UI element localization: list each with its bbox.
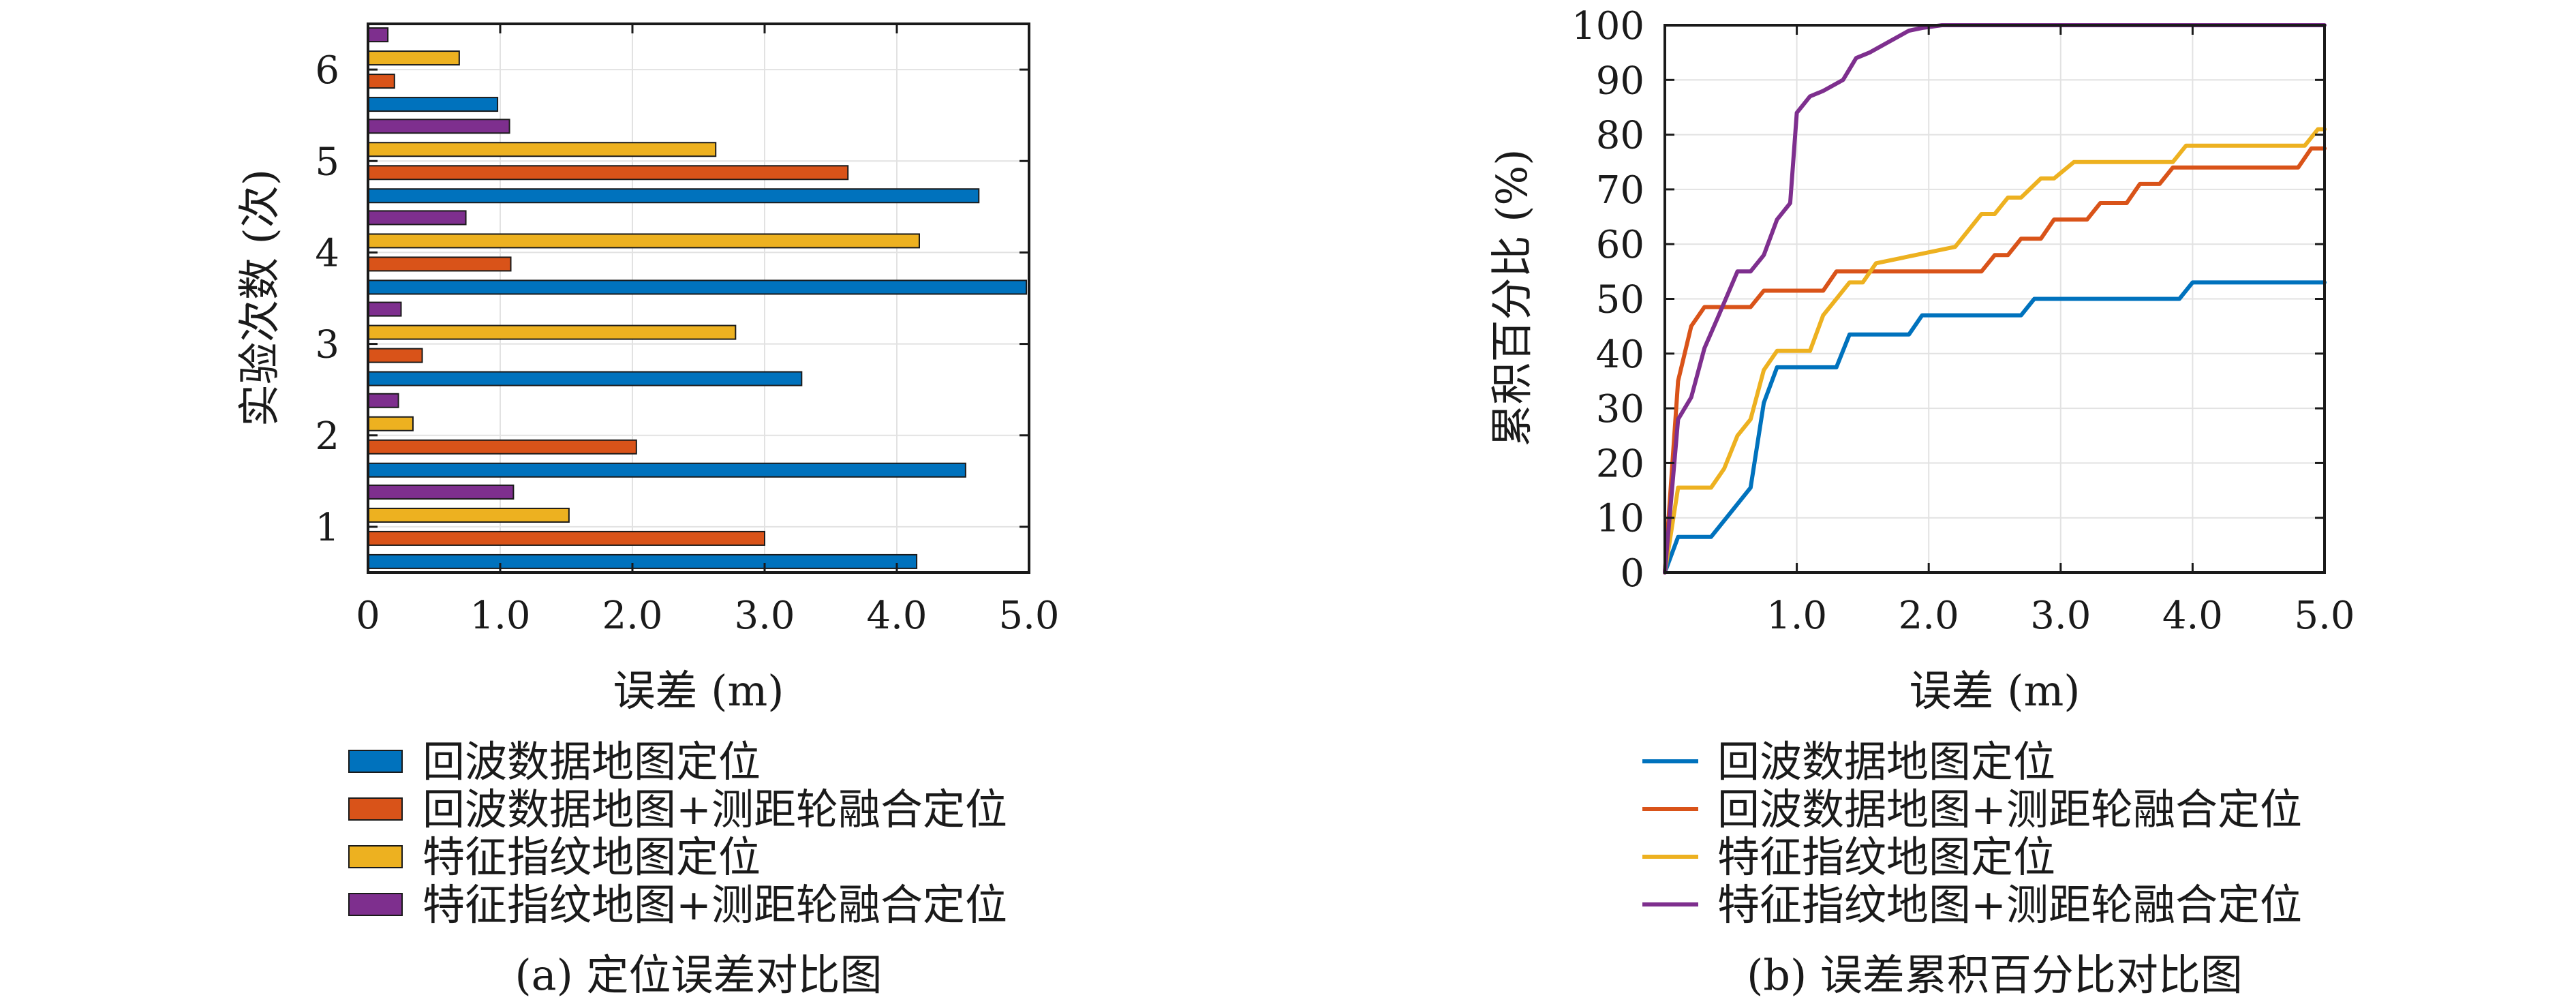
bar-chart-axes-box [367, 22, 1030, 574]
line-series-4 [1663, 23, 2327, 575]
bar-s3-trial-1 [367, 507, 570, 523]
bar-chart-y-tick-label-4: 4 [315, 231, 339, 275]
bar-s1-trial-2 [367, 462, 966, 478]
bar-chart-caption: (a) 定位误差对比图 [515, 950, 882, 1000]
bar-chart-y-tick-label-1: 1 [315, 506, 339, 550]
line-chart-y-tick-label-50: 50 [1596, 278, 1644, 322]
bar-legend-label-3: 特征指纹地图定位 [423, 832, 761, 882]
bar-s1-trial-4 [367, 279, 1028, 295]
line-chart-panel: 1.0 2.0 3.0 4.0 5.0 0 10 20 30 40 50 60 70 80 90 100 误… [1487, 4, 2355, 1000]
bar-chart-grid [367, 24, 1030, 573]
bar-legend-label-1: 回波数据地图定位 [423, 737, 761, 787]
bar-s3-trial-2 [367, 416, 414, 431]
bar-s3-trial-6 [367, 50, 460, 66]
line-legend-label-3: 特征指纹地图定位 [1717, 832, 2055, 882]
bar-s2-trial-5 [367, 165, 849, 181]
line-legend-label-2: 回波数据地图+测距轮融合定位 [1717, 784, 2302, 834]
line-chart-x-tick-label-3-0: 3.0 [2030, 594, 2091, 638]
bar-chart-x-tick-label-4-0: 4.0 [866, 594, 927, 638]
bar-chart-y-tick-label-6: 6 [315, 48, 339, 93]
bar-s2-trial-3 [367, 348, 423, 363]
bar-chart-y-axis-label: 实验次数 (次) [234, 169, 284, 427]
bar-s2-trial-4 [367, 256, 512, 272]
line-chart-y-axis-label: 累积百分比 (%) [1487, 149, 1537, 447]
bar-chart-x-tick-label-2-0: 2.0 [602, 594, 662, 638]
bar-chart-tick-marks [367, 24, 1030, 573]
line-chart-y-tick-label-10: 10 [1596, 497, 1644, 541]
line-chart-lines [1663, 23, 2327, 575]
bar-legend-label-2: 回波数据地图+测距轮融合定位 [423, 784, 1007, 834]
line-chart-x-tick-label-2-0: 2.0 [1899, 594, 1959, 638]
bar-chart-x-tick-label-1-0: 1.0 [470, 594, 530, 638]
line-legend-label-1: 回波数据地图定位 [1717, 737, 2055, 787]
bar-s1-trial-3 [367, 371, 803, 386]
bar-s3-trial-4 [367, 233, 920, 249]
line-chart-y-tick-label-100: 100 [1571, 4, 1644, 48]
bar-s2-trial-1 [367, 530, 765, 546]
bar-chart-x-tick-label-3-0: 3.0 [734, 594, 795, 638]
line-chart-y-tick-label-60: 60 [1596, 223, 1644, 267]
line-chart-y-tick-label-40: 40 [1596, 333, 1644, 377]
line-chart-x-tick-label-4-0: 4.0 [2162, 594, 2223, 638]
line-series-3 [1663, 127, 2327, 575]
line-chart-tick-marks [1665, 24, 2326, 574]
bar-s2-trial-2 [367, 439, 637, 455]
bar-s1-trial-1 [367, 553, 918, 569]
line-chart-x-tick-label-5-0: 5.0 [2294, 594, 2355, 638]
bar-legend-swatch-2 [348, 797, 403, 821]
bar-s4-trial-6 [367, 27, 389, 43]
line-chart-x-tick-labels: 1.0 2.0 3.0 4.0 5.0 [1766, 594, 2355, 638]
line-chart-y-tick-label-0: 0 [1620, 551, 1644, 596]
bar-chart-y-tick-label-3: 3 [315, 323, 339, 367]
line-chart-y-tick-label-30: 30 [1596, 387, 1644, 431]
bar-s1-trial-6 [367, 97, 499, 112]
line-chart-y-tick-label-90: 90 [1596, 59, 1644, 103]
bar-legend-swatch-1 [348, 750, 403, 773]
bar-chart-x-tick-labels: 0 1.0 2.0 3.0 4.0 5.0 [356, 594, 1059, 638]
bar-legend-swatch-3 [348, 845, 403, 868]
bar-legend-swatch-4 [348, 893, 403, 916]
bar-s3-trial-3 [367, 324, 737, 340]
line-chart-y-tick-label-20: 20 [1596, 442, 1644, 486]
bar-s4-trial-3 [367, 301, 402, 317]
line-legend-label-4: 特征指纹地图+测距轮融合定位 [1717, 880, 2302, 930]
bar-chart-y-tick-label-5: 5 [315, 140, 339, 184]
bar-s3-trial-5 [367, 142, 717, 157]
bar-chart-x-axis-label: 误差 (m) [613, 666, 784, 716]
bar-chart-legend: 回波数据地图定位回波数据地图+测距轮融合定位特征指纹地图定位特征指纹地图+测距轮… [348, 737, 1007, 930]
bar-s1-trial-5 [367, 188, 980, 204]
line-chart-x-tick-label-1-0: 1.0 [1766, 594, 1827, 638]
line-chart-legend: 回波数据地图定位回波数据地图+测距轮融合定位特征指纹地图定位特征指纹地图+测距轮… [1642, 737, 2302, 930]
line-chart-caption: (b) 误差累积百分比对比图 [1747, 950, 2243, 1000]
line-chart-y-tick-labels: 0 10 20 30 40 50 60 70 80 90 100 [1571, 4, 1644, 596]
line-chart-y-tick-label-70: 70 [1596, 168, 1644, 213]
line-chart-x-axis-label: 误差 (m) [1910, 666, 2081, 716]
line-series-1 [1663, 280, 2327, 575]
bar-chart-y-tick-labels: 1 2 3 4 5 6 [315, 48, 339, 550]
bar-chart-x-tick-label-0: 0 [356, 594, 380, 638]
line-chart-y-tick-label-80: 80 [1596, 114, 1644, 158]
bar-s4-trial-5 [367, 119, 510, 134]
bar-s4-trial-4 [367, 210, 467, 226]
bar-s4-trial-2 [367, 393, 399, 408]
line-series-2 [1663, 146, 2327, 575]
bar-s4-trial-1 [367, 484, 515, 500]
bar-chart-x-tick-label-5-0: 5.0 [998, 594, 1059, 638]
bar-chart-y-tick-label-2: 2 [315, 414, 339, 459]
bar-s2-trial-6 [367, 74, 395, 89]
bar-legend-label-4: 特征指纹地图+测距轮融合定位 [423, 880, 1007, 930]
